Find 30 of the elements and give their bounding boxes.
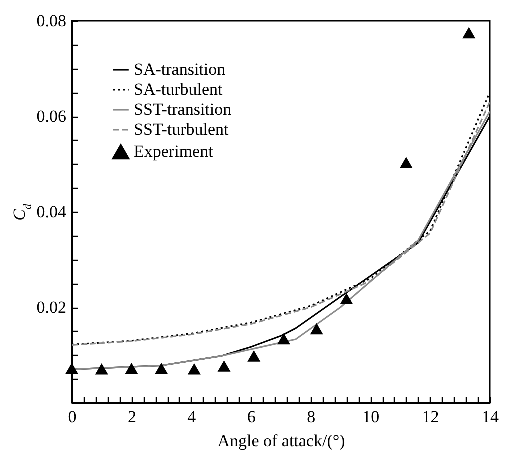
point (125, 362, 138, 374)
y-tick-label: 0.04 (36, 202, 67, 222)
x-tick-label: 0 (68, 408, 77, 426)
point (277, 333, 291, 345)
x-tick-label: 8 (307, 408, 316, 426)
point (155, 362, 168, 374)
point (248, 350, 261, 362)
x-tick-label: 4 (188, 408, 197, 426)
legend-label: Experiment (134, 142, 214, 161)
x-tick-label: 2 (128, 408, 136, 426)
point (340, 293, 354, 305)
point (400, 157, 413, 168)
point (95, 363, 108, 375)
point (65, 362, 79, 374)
x-axis-title: Angle of attack/(°) (218, 432, 346, 450)
y-tick-label: 0.08 (36, 12, 66, 30)
point (188, 363, 201, 375)
legend-label: SA-transition (134, 60, 226, 79)
y-tick-label: 0.02 (36, 298, 66, 317)
legend-label: SST-transition (134, 100, 232, 119)
x-tick-label: 6 (247, 408, 256, 426)
point (310, 323, 324, 335)
point (218, 360, 231, 372)
legend-label: SA-turbulent (134, 80, 224, 99)
point (462, 27, 476, 39)
legend-label: SST-turbulent (134, 120, 230, 139)
x-tick-label: 14 (482, 408, 500, 426)
x-tick-label: 12 (422, 408, 440, 426)
x-tick-label: 10 (362, 408, 380, 426)
y-tick-label: 0.06 (36, 107, 66, 126)
